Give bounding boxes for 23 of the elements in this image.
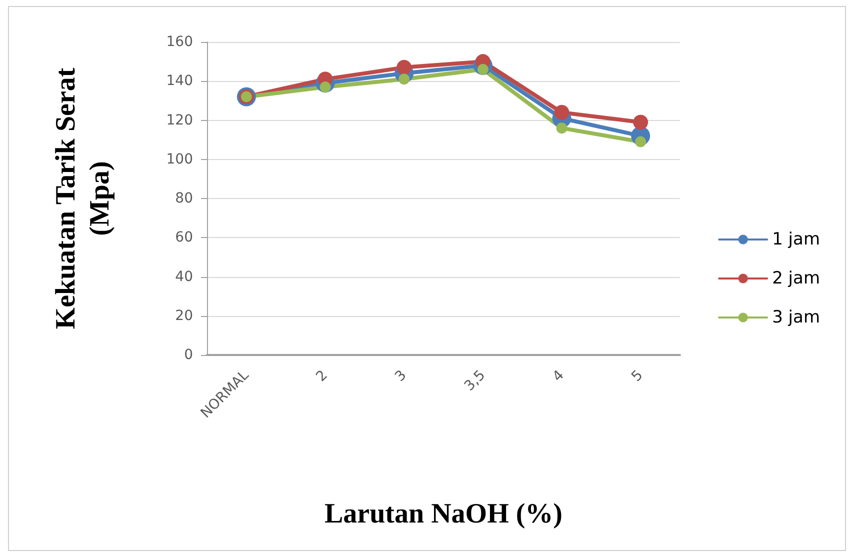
y-tick-label: 40 xyxy=(175,268,193,285)
y-tick-label: 160 xyxy=(166,34,193,50)
legend-label: 1 jam xyxy=(772,230,820,250)
y-tick-label: 100 xyxy=(166,151,193,168)
x-tick-label: 2 xyxy=(313,367,331,385)
point xyxy=(396,60,412,75)
y-tick-label: 0 xyxy=(184,347,193,363)
y-tick-label: 120 xyxy=(166,112,193,128)
legend-label: 2 jam xyxy=(772,268,820,288)
x-tick-label: 3 xyxy=(392,367,410,385)
x-tick-label: 3,5 xyxy=(462,367,489,394)
y-tick-label: 20 xyxy=(175,308,193,324)
y-tick-label: 60 xyxy=(175,230,193,246)
point xyxy=(556,122,568,134)
x-axis-title: Larutan NaOH (%) xyxy=(324,498,562,530)
point xyxy=(633,114,648,130)
y-axis-title: Kekuatan Tarik Serat (Mpa) xyxy=(50,67,116,330)
y-tick-label: 80 xyxy=(175,190,193,206)
x-tick-label: 5 xyxy=(628,367,646,385)
x-tick-label: 4 xyxy=(550,367,568,385)
y-tick-label: 140 xyxy=(166,73,193,90)
legend-label: 3 jam xyxy=(772,308,820,328)
point xyxy=(554,104,570,120)
